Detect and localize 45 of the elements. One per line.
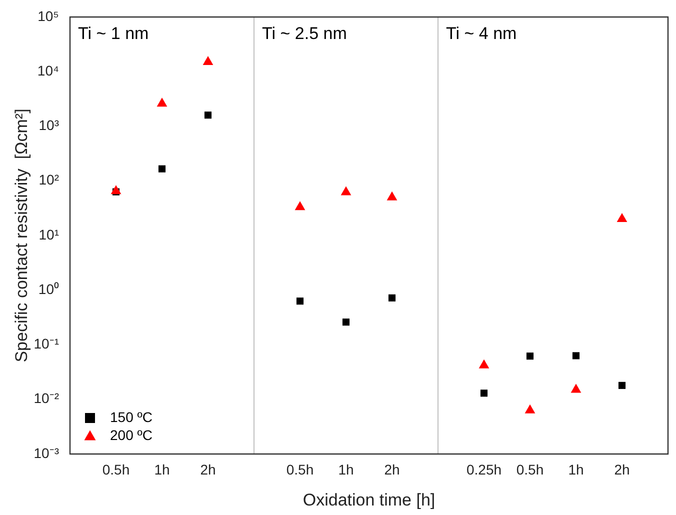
point xyxy=(616,213,628,222)
point xyxy=(294,201,306,210)
legend-label: 200 ºC xyxy=(110,426,152,443)
y-tick-label: 10⁴ xyxy=(37,62,59,78)
point xyxy=(386,191,398,200)
point xyxy=(342,318,350,326)
point xyxy=(570,384,582,393)
x-tick-label: 2h xyxy=(200,461,216,478)
point xyxy=(388,294,396,302)
x-tick-label: 2h xyxy=(384,461,400,478)
point xyxy=(340,186,352,196)
annotation: Ti ~ 1 nm xyxy=(78,24,149,44)
y-tick-label: 10⁻² xyxy=(34,390,60,406)
point xyxy=(480,390,488,397)
annotation: Ti ~ 2.5 nm xyxy=(262,24,347,44)
point xyxy=(204,112,212,119)
x-axis-title: Oxidation time [h] xyxy=(302,490,436,510)
y-tick-label: 10¹ xyxy=(38,226,60,242)
x-tick-label: 1h xyxy=(338,461,354,478)
point xyxy=(478,359,490,368)
legend-label: 150 ºC xyxy=(110,408,152,425)
x-tick-label: 0.5h xyxy=(102,461,130,478)
point xyxy=(156,98,168,107)
x-tick-label: 1h xyxy=(154,461,170,478)
x-tick-label: 0.5h xyxy=(286,461,314,478)
point xyxy=(572,352,580,360)
point xyxy=(110,185,122,194)
point xyxy=(618,382,626,389)
y-tick-label: 10⁵ xyxy=(38,8,59,24)
x-tick-label: 0.5h xyxy=(516,461,544,478)
y-tick-label: 10⁻³ xyxy=(34,444,60,461)
point xyxy=(158,165,166,172)
x-tick-label: 0.25h xyxy=(466,461,502,478)
x-tick-label: 1h xyxy=(568,461,584,478)
y-axis-title: Specific contact resistivity [Ωcm²] xyxy=(12,108,31,362)
x-tick-label: 2h xyxy=(614,461,630,478)
point xyxy=(296,298,304,305)
point xyxy=(202,56,214,66)
y-tick-label: 10³ xyxy=(38,117,60,134)
point xyxy=(526,352,534,360)
y-tick-label: 10² xyxy=(38,172,60,188)
y-tick-label: 10⁰ xyxy=(38,280,59,297)
point xyxy=(524,404,536,414)
y-tick-label: 10⁻¹ xyxy=(34,336,60,352)
annotation: Ti ~ 4 nm xyxy=(446,24,517,44)
